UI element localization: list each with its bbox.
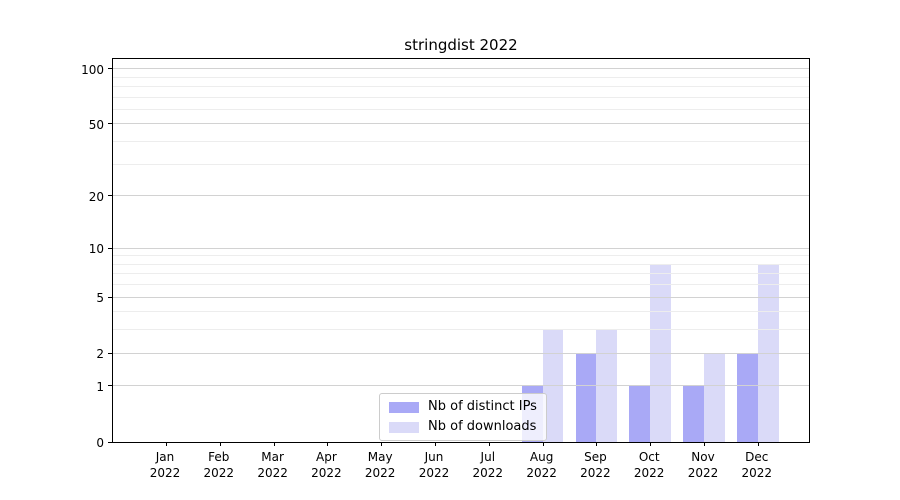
ticks-layer [108, 59, 809, 446]
x-tick-label-year: 2022 [203, 466, 235, 480]
chart-title: stringdist 2022 [404, 36, 518, 54]
y-tick-label: 20 [88, 189, 104, 204]
x-tick-label: Oct 2022 [609, 449, 689, 481]
x-axis-tick [435, 442, 436, 446]
y-tick-label: 1 [96, 379, 104, 394]
x-tick-label: Mar 2022 [233, 449, 313, 481]
y-axis-tick [108, 247, 112, 249]
bar-distinct-ips-oct [629, 385, 651, 442]
bar-distinct-ips-sep [575, 353, 597, 442]
x-tick-label-month: Apr [316, 450, 337, 464]
x-axis-tick [488, 442, 490, 446]
x-axis-tick [273, 442, 275, 446]
x-tick-label-month: Feb [208, 450, 230, 464]
y-tick-label: 10 [88, 242, 104, 256]
x-axis-tick [542, 442, 544, 446]
x-axis-tick [757, 442, 759, 446]
bars-layer [113, 59, 809, 442]
x-tick-label-year: 2022 [741, 466, 773, 480]
x-tick-label: Feb 2022 [179, 449, 259, 481]
legend-swatch-distinct-ips [389, 401, 419, 413]
x-axis-tick [381, 442, 383, 446]
y-axis-labels: 0 1 2 5 10 20 50 100 [0, 0, 104, 500]
x-tick-label: Apr 2022 [286, 449, 366, 481]
bar-downloads-nov [704, 353, 725, 442]
x-tick-label: Nov 2022 [663, 449, 743, 481]
x-axis-tick [327, 442, 329, 446]
y-axis-tick [108, 68, 112, 70]
x-tick-label-month: Mar [261, 450, 284, 464]
legend-item-distinct-ips: Nb of distinct IPs [389, 399, 537, 415]
x-tick-label: Jun 2022 [394, 449, 474, 481]
y-axis-tick [108, 195, 112, 197]
x-axis-tick [219, 442, 221, 446]
x-tick-label-month: Nov [691, 450, 715, 464]
x-tick-label-month: Dec [745, 450, 769, 464]
bar-distinct-ips-dec [737, 353, 758, 442]
x-tick-label-year: 2022 [687, 466, 719, 480]
bar-distinct-ips-nov [683, 385, 704, 442]
x-tick-label-year: 2022 [257, 466, 288, 480]
plot-area: Nb of distinct IPs Nb of downloads [108, 58, 810, 446]
x-tick-label: Dec 2022 [717, 449, 797, 481]
bar-downloads-oct [650, 264, 671, 442]
bar-downloads-dec [757, 264, 779, 442]
x-tick-label: Jan 2022 [125, 449, 205, 481]
x-tick-label-year: 2022 [364, 466, 396, 480]
y-tick-label: 0 [96, 436, 104, 450]
x-axis-tick [704, 442, 705, 446]
x-tick-label-month: Oct [638, 450, 660, 464]
y-axis-tick [108, 352, 112, 354]
bar-downloads-sep [596, 329, 618, 442]
y-tick-label: 50 [88, 117, 104, 132]
x-tick-label-month: Jul [480, 450, 496, 464]
x-tick-label-month: May [367, 450, 393, 464]
legend-label-downloads: Nb of downloads [428, 419, 537, 434]
y-tick-label: 2 [96, 347, 104, 362]
x-tick-label: Sep 2022 [555, 449, 635, 481]
legend-swatch-downloads [389, 421, 419, 433]
x-tick-label-month: Jan [155, 450, 175, 464]
legend-label-distinct-ips: Nb of distinct IPs [428, 399, 537, 414]
x-tick-label-year: 2022 [633, 466, 665, 480]
x-tick-label-year: 2022 [472, 466, 504, 480]
x-tick-label-month: Jun [424, 450, 444, 464]
x-axis-tick [166, 442, 167, 446]
legend: Nb of distinct IPs Nb of downloads [379, 393, 547, 441]
x-tick-label: Aug 2022 [502, 449, 582, 481]
x-axis-tick [596, 442, 598, 446]
y-axis-tick [108, 296, 112, 298]
x-tick-label-year: 2022 [418, 466, 450, 480]
y-axis-tick [108, 385, 112, 387]
x-tick-label-year: 2022 [580, 466, 611, 480]
y-axis-tick [108, 441, 112, 443]
x-tick-label-month: Aug [529, 450, 554, 464]
y-axis-tick [108, 123, 112, 125]
x-tick-label: Jul 2022 [448, 449, 528, 481]
y-tick-label: 5 [96, 291, 104, 306]
x-axis-tick [650, 442, 652, 446]
legend-item-downloads: Nb of downloads [389, 419, 537, 435]
x-tick-label-year: 2022 [149, 466, 181, 480]
y-tick-label: 100 [81, 62, 104, 77]
x-tick-label-month: Sep [584, 450, 607, 464]
x-tick-label-year: 2022 [526, 466, 557, 480]
x-tick-label: May 2022 [340, 449, 420, 481]
x-tick-label-year: 2022 [311, 466, 342, 480]
